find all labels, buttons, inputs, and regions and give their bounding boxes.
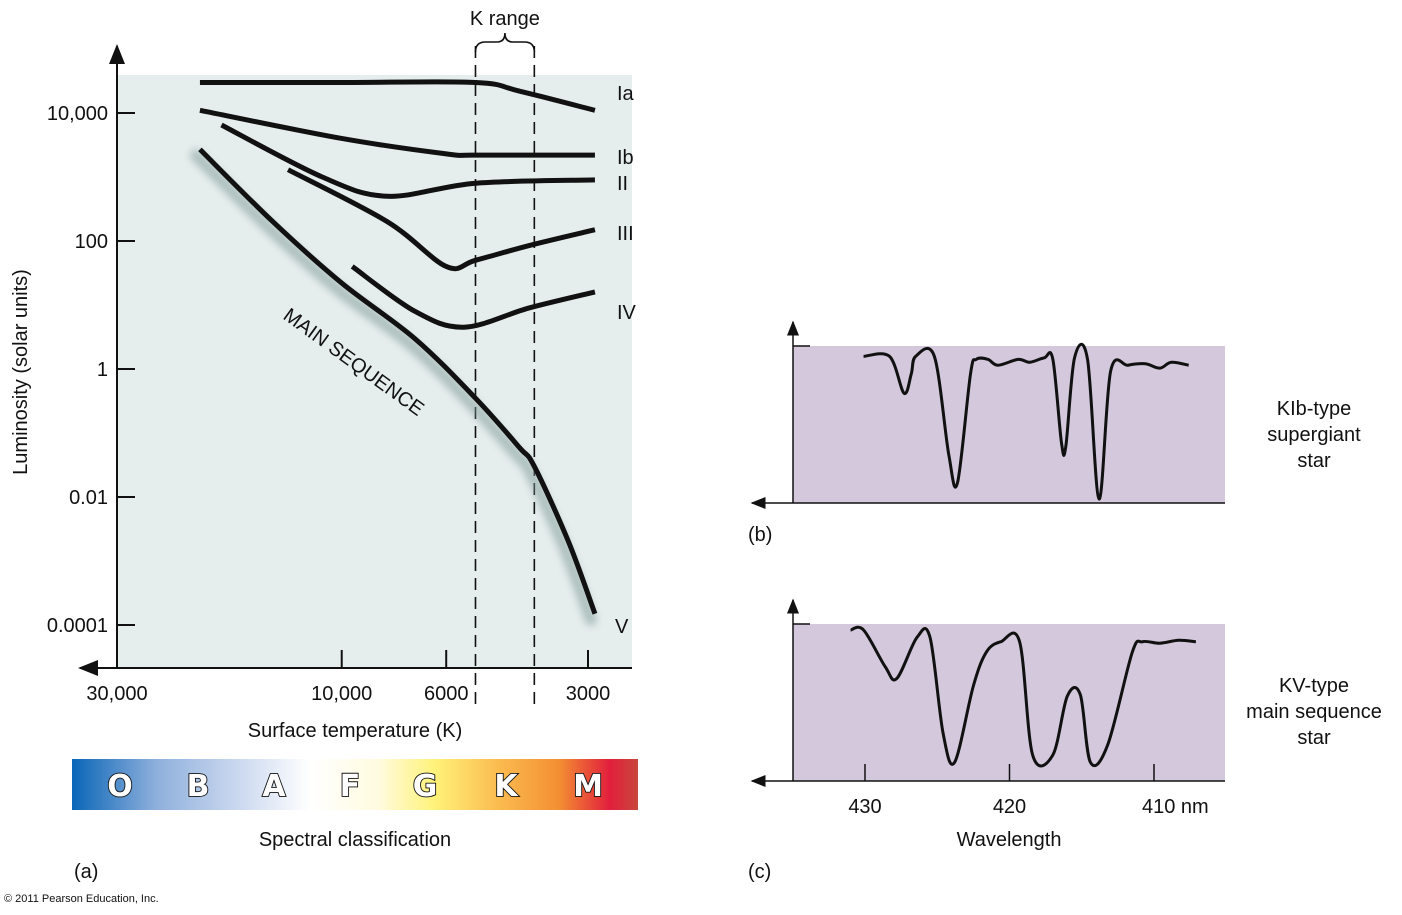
panel-label-a: (a): [74, 861, 98, 883]
k-range-brace: [474, 32, 536, 53]
y-tick-label: 1: [97, 359, 108, 381]
k-range-label: K range: [470, 8, 540, 30]
luminosity-class-iv-curve: [350, 264, 596, 330]
x-tick-label: 6000: [424, 683, 469, 705]
y-tick-label: 0.01: [69, 487, 108, 509]
hr-diagram-panel: 10,000 100 1 0.01 0.0001 30,000 10,000 6000 300…: [4, 8, 638, 905]
klb-star-label-text: KIb-type supergiant star: [1267, 398, 1361, 472]
spectral-class-b: B: [187, 769, 210, 804]
panel-label-c: (c): [748, 861, 771, 883]
x-tick-label: 3000: [566, 683, 611, 705]
y-tick-label: 100: [75, 231, 108, 253]
luminosity-class-label: IV: [617, 302, 637, 324]
x-axis-title: Surface temperature (K): [248, 720, 463, 742]
wavelength-tick-label: 410 nm: [1142, 796, 1209, 818]
spectral-class-f: F: [340, 769, 361, 804]
y-axis-title: Luminosity (solar units): [10, 269, 32, 475]
copyright-notice: © 2011 Pearson Education, Inc.: [4, 893, 159, 905]
wavelength-tick-label: 420: [993, 796, 1026, 818]
spectrum-background-b: [793, 346, 1225, 503]
luminosity-class-ia-curve: [199, 79, 596, 113]
spectral-color-bar: [72, 759, 638, 810]
main-sequence-shadow: [189, 149, 597, 626]
y-tick-label: 10,000: [47, 103, 108, 125]
y-tick-label: 0.0001: [47, 615, 108, 637]
spectral-class-k: K: [494, 769, 519, 804]
luminosity-class-label: III: [617, 223, 634, 245]
spectral-class-m: M: [573, 769, 603, 804]
kv-star-label: KV-type main sequence star: [1224, 673, 1402, 751]
klb-star-label: KIb-type supergiant star: [1224, 396, 1402, 474]
spectral-class-o: O: [107, 769, 133, 804]
spectrum-background-c: [793, 624, 1225, 781]
kv-star-label-text: KV-type main sequence star: [1246, 675, 1382, 749]
luminosity-class-iii-curve: [286, 167, 596, 272]
luminosity-class-label: Ia: [617, 83, 635, 105]
luminosity-class-ib-curve: [199, 107, 595, 158]
klb-spectrum-panel: (b): [748, 320, 1225, 546]
klb-spectrum-line: [863, 342, 1189, 501]
luminosity-class-label: V: [615, 616, 629, 638]
wavelength-axis-title: Wavelength: [957, 829, 1062, 851]
spectral-classification-title: Spectral classification: [259, 829, 451, 851]
kv-spectrum-panel: 430 420 410 nm Wavelength (c): [748, 598, 1225, 883]
plot-background: [117, 75, 632, 668]
kv-spectrum-line: [850, 625, 1197, 768]
luminosity-class-ii-curve: [220, 122, 596, 199]
luminosity-class-v-curve: [198, 147, 598, 615]
luminosity-class-label: II: [617, 173, 628, 195]
panel-label-b: (b): [748, 524, 772, 546]
x-tick-label: 10,000: [311, 683, 372, 705]
wavelength-tick-label: 430: [848, 796, 881, 818]
luminosity-class-label: Ib: [617, 147, 634, 169]
spectral-class-a: A: [262, 769, 286, 804]
x-tick-label: 30,000: [86, 683, 147, 705]
spectral-class-g: G: [413, 769, 438, 804]
